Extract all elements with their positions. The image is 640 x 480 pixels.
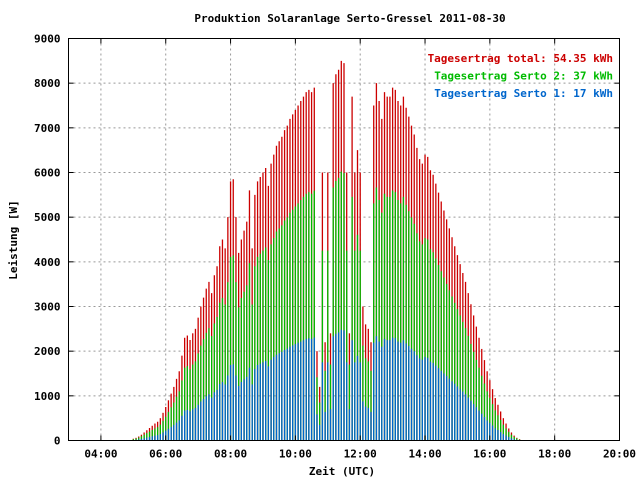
x-tick-label: 18:00 bbox=[538, 448, 571, 461]
y-tick-label: 0 bbox=[54, 435, 61, 448]
y-tick-label: 3000 bbox=[34, 301, 61, 314]
x-tick-label: 10:00 bbox=[279, 448, 312, 461]
legend: Tagesertrag total: 54.35 kWh Tagesertrag … bbox=[428, 52, 613, 100]
x-tick-label: 16:00 bbox=[473, 448, 506, 461]
y-tick-label: 5000 bbox=[34, 211, 61, 224]
legend-entry: Tagesertrag Serto 2: 37 kWh bbox=[434, 70, 613, 83]
x-axis-label: Zeit (UTC) bbox=[309, 465, 375, 478]
axis-ticks: 0 1000 2000 3000 4000 5000 6000 7000 8000 9000 04:… bbox=[34, 33, 636, 461]
chart-title: Produktion Solaranlage Serto-Gressel 201… bbox=[194, 12, 505, 25]
x-tick-label: 08:00 bbox=[214, 448, 247, 461]
legend-entry: Tagesertrag Serto 1: 17 kWh bbox=[434, 87, 613, 100]
x-tick-label: 04:00 bbox=[84, 448, 117, 461]
y-tick-label: 1000 bbox=[34, 390, 61, 403]
x-tick-label: 14:00 bbox=[408, 448, 441, 461]
y-tick-label: 2000 bbox=[34, 345, 61, 358]
legend-entry: Tagesertrag total: 54.35 kWh bbox=[428, 52, 613, 65]
y-tick-label: 8000 bbox=[34, 77, 61, 90]
plot-frame bbox=[68, 38, 620, 441]
bars bbox=[132, 60, 521, 441]
y-tick-label: 7000 bbox=[34, 122, 61, 135]
y-tick-label: 9000 bbox=[34, 33, 61, 46]
x-tick-label: 06:00 bbox=[149, 448, 182, 461]
y-axis-label: Leistung [W] bbox=[7, 200, 20, 279]
x-tick-label: 12:00 bbox=[344, 448, 377, 461]
y-tick-label: 6000 bbox=[34, 167, 61, 180]
x-tick-label: 20:00 bbox=[603, 448, 636, 461]
y-tick-label: 4000 bbox=[34, 256, 61, 269]
